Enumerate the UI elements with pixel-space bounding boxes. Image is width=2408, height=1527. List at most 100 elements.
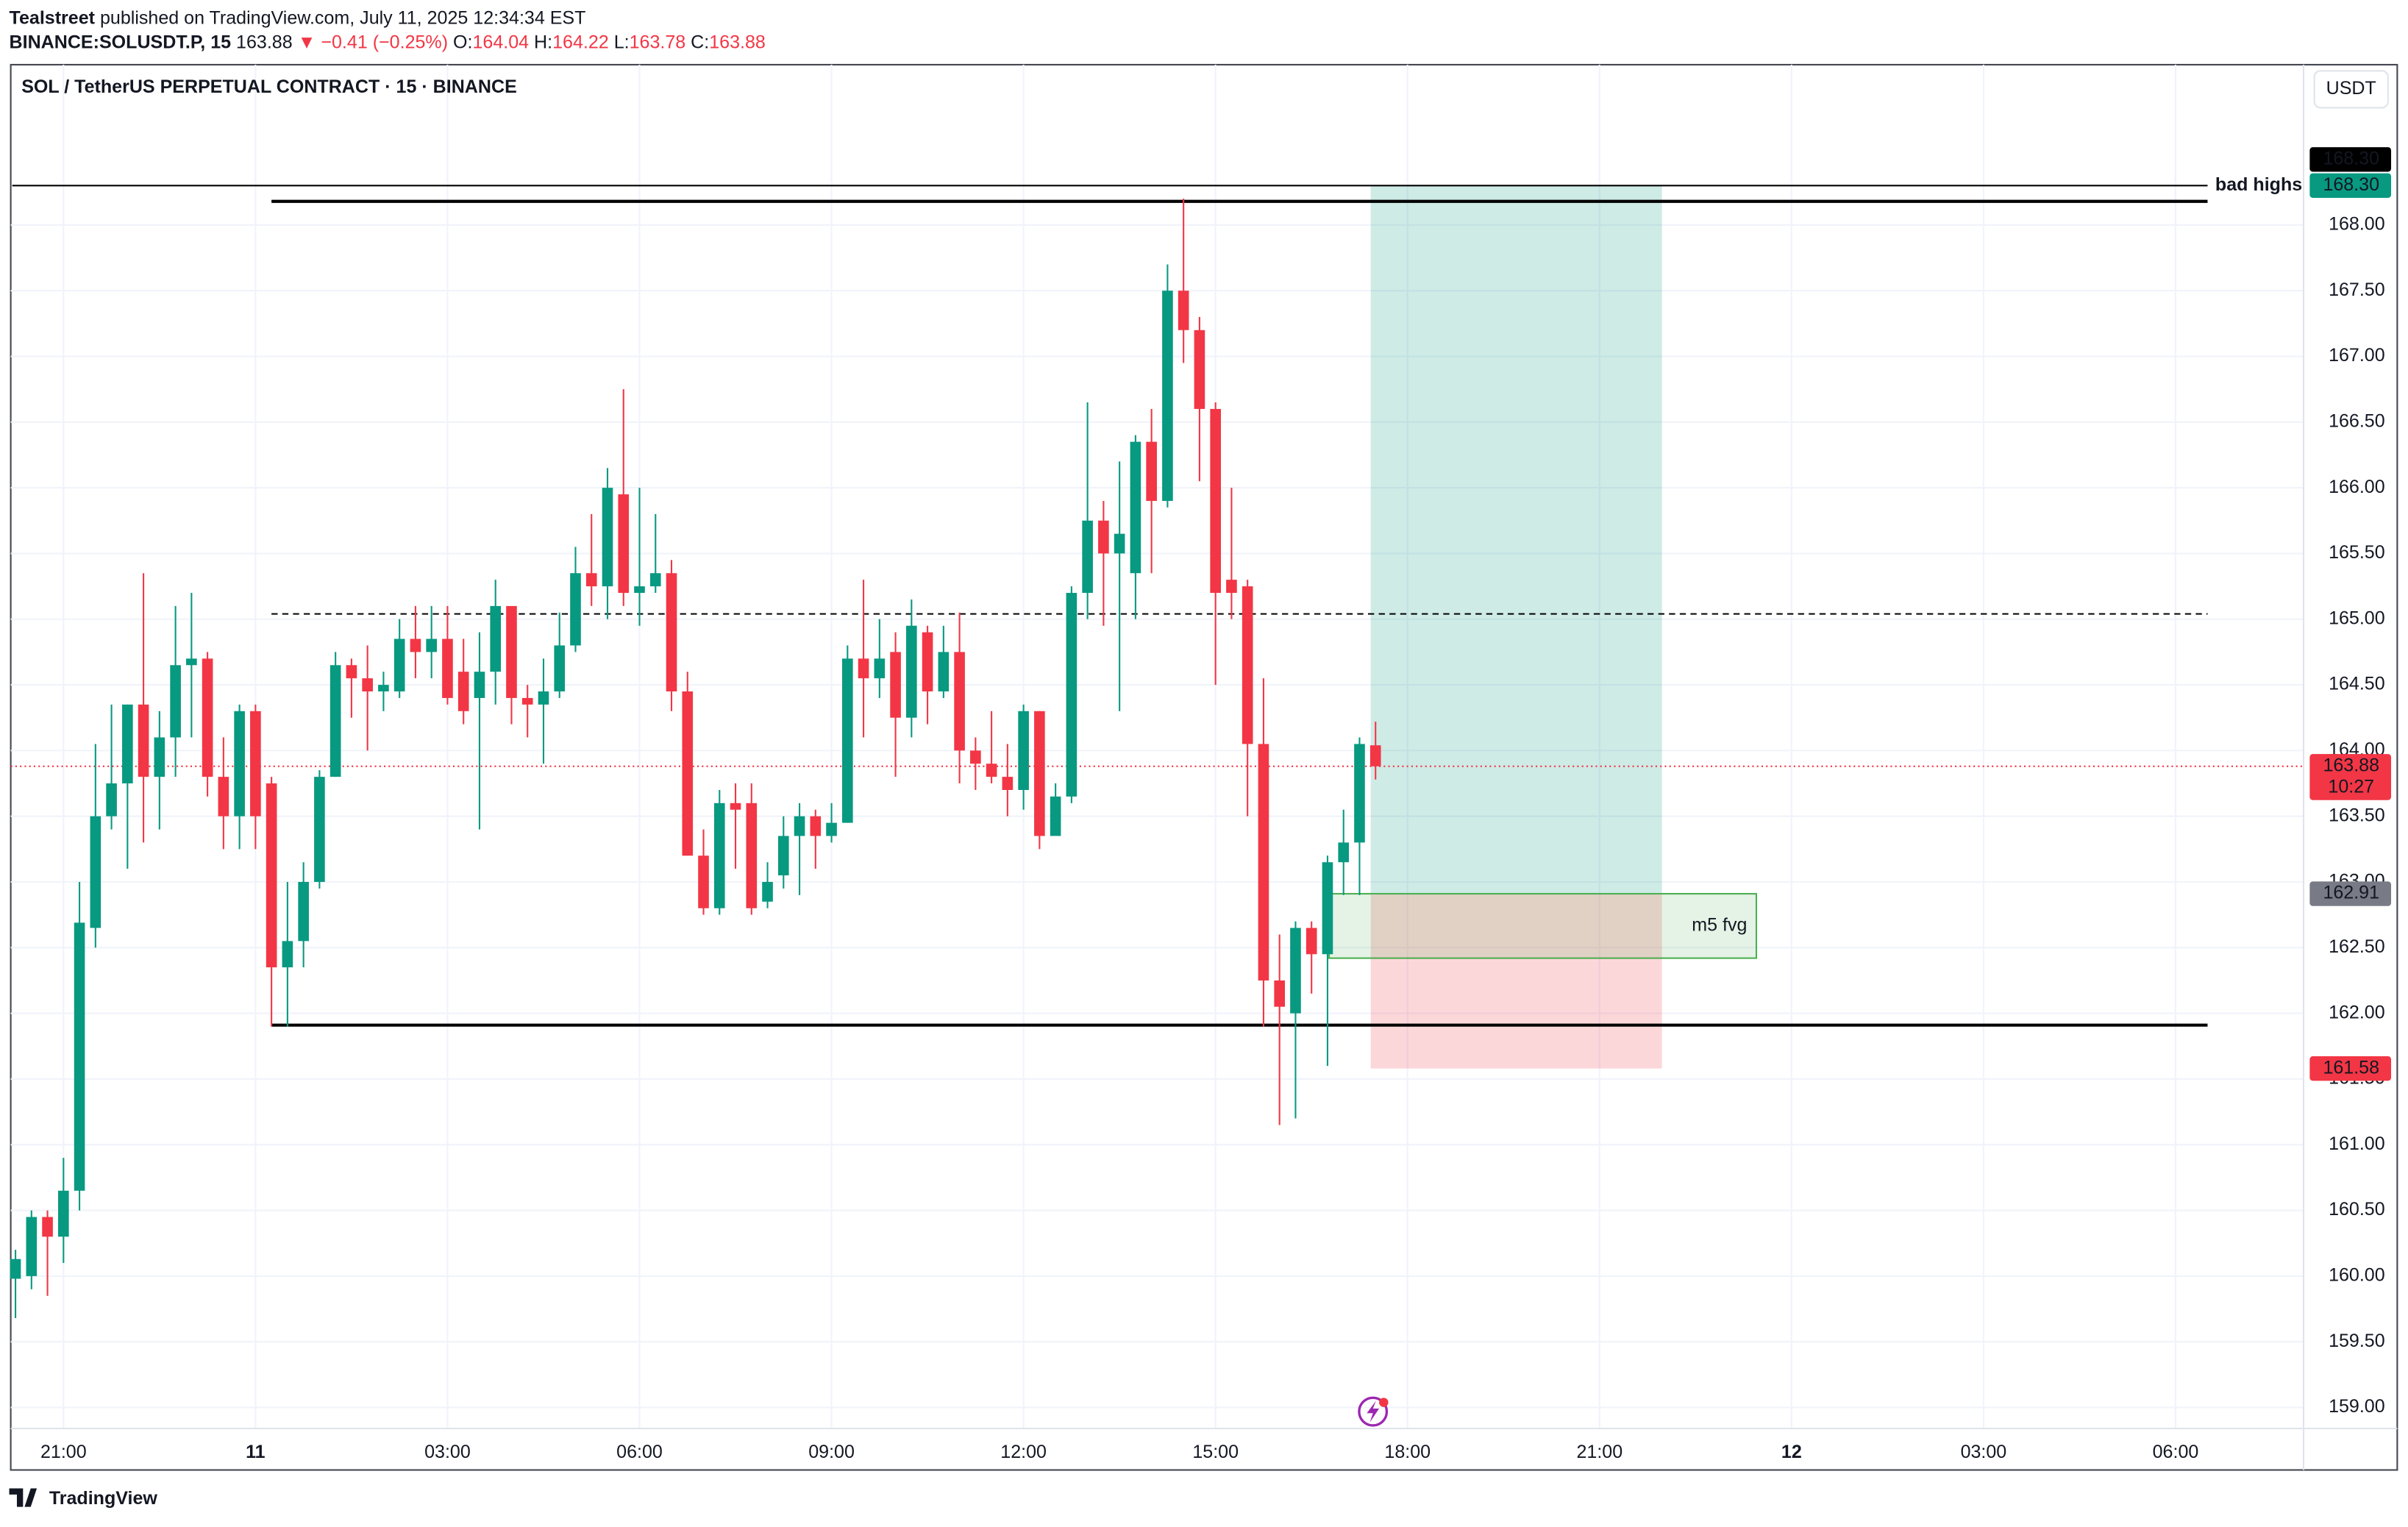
countdown: 10:27: [2328, 777, 2374, 797]
candle-body: [906, 625, 917, 718]
x-tick-label: 09:00: [808, 1442, 855, 1462]
candle-body: [746, 802, 758, 908]
candle-body: [1274, 980, 1286, 1007]
y-tick-label: 166.00: [2329, 477, 2385, 497]
candle-body: [202, 658, 213, 777]
candle-body: [810, 816, 822, 836]
candle-body: [1066, 593, 1077, 797]
currency[interactable]: USDT: [2326, 78, 2376, 99]
price-label-bg: [2309, 173, 2392, 198]
candle-body: [154, 737, 165, 777]
price-label-bg: [2309, 147, 2392, 172]
price-label-bg: [2309, 754, 2392, 800]
candle-body: [506, 605, 517, 698]
l-value: 163.78: [630, 32, 686, 52]
candle-body: [1002, 777, 1014, 790]
candle-body: [393, 638, 405, 692]
candle-body: [938, 652, 950, 692]
candle-body: [762, 882, 773, 902]
candle-body: [10, 1259, 21, 1279]
candle-body: [618, 494, 630, 594]
candle-body: [1226, 580, 1237, 594]
o-value: 164.04: [472, 32, 529, 52]
candle-body: [602, 488, 613, 587]
candle-body: [1354, 744, 1365, 843]
candle-body: [954, 652, 965, 751]
h-value: 164.22: [552, 32, 609, 52]
candle-body: [858, 658, 869, 679]
candle-body: [634, 586, 645, 594]
x-tick-label: 06:00: [2153, 1442, 2199, 1462]
candle-body: [1338, 842, 1350, 863]
candle-body: [138, 704, 149, 777]
x-tick-label: 03:00: [424, 1442, 471, 1462]
candle-body: [1369, 745, 1381, 766]
currency-button[interactable]: [2313, 70, 2389, 109]
candle-body: [1178, 291, 1189, 330]
candle-body: [713, 802, 725, 908]
brand-logo: TradingView: [9, 1488, 158, 1509]
symbol: BINANCE:SOLUSDT.P, 15: [10, 32, 232, 52]
y-tick-label: 166.50: [2329, 410, 2385, 431]
last-price: 163.88: [236, 32, 293, 52]
candle-body: [826, 822, 837, 836]
y-tick-label: 159.50: [2329, 1331, 2385, 1351]
candle-body: [234, 711, 245, 816]
price-label: 168.30: [2323, 148, 2379, 168]
chart-title: SOL / TetherUS PERPETUAL CONTRACT · 15 ·…: [21, 76, 517, 97]
candle-body: [266, 783, 277, 968]
candle-body: [698, 855, 709, 908]
candle-body: [346, 665, 357, 679]
price-label: 168.30: [2323, 174, 2379, 195]
candle-body: [410, 638, 421, 652]
y-tick-label: 162.50: [2329, 936, 2385, 957]
y-tick-label: 161.00: [2329, 1133, 2385, 1154]
candle-body: [1210, 408, 1221, 594]
x-tick-label: 21:00: [40, 1442, 87, 1462]
candle-body: [282, 941, 293, 968]
candle-body: [74, 922, 85, 1191]
price-label: 161.58: [2323, 1057, 2379, 1078]
x-tick-label: 15:00: [1192, 1442, 1239, 1462]
candle-body: [378, 685, 389, 692]
c-value: 163.88: [709, 32, 766, 52]
x-tick-label: 12:00: [1000, 1442, 1047, 1462]
candle-body: [1242, 586, 1253, 744]
candle-body: [122, 704, 133, 784]
price-label: 162.91: [2323, 883, 2379, 903]
candle-body: [106, 783, 117, 816]
candle-body: [1050, 796, 1061, 836]
change: ▼ −0.41 (−0.25%): [298, 32, 448, 52]
o-key: O:: [453, 32, 472, 52]
candle-body: [26, 1217, 38, 1276]
header-line-2: BINANCE:SOLUSDT.P, 15 163.88 ▼ −0.41 (−0…: [10, 32, 766, 52]
candle-body: [330, 665, 341, 777]
candle-body: [218, 777, 229, 816]
x-tick-label: 12: [1781, 1442, 1802, 1462]
candle-body: [874, 658, 886, 679]
y-tick-label: 164.50: [2329, 674, 2385, 694]
candle-body: [554, 645, 566, 692]
price-label: 163.88: [2323, 755, 2379, 775]
h-key: H:: [534, 32, 552, 52]
price-label-bg: [2309, 1056, 2392, 1081]
candle-body: [1162, 291, 1173, 501]
y-tick-label: 165.00: [2329, 608, 2385, 628]
candle-body: [682, 691, 694, 856]
brand: TradingView: [49, 1488, 158, 1509]
candle-body: [442, 638, 453, 698]
alert-icon[interactable]: [1358, 1396, 1389, 1427]
candle-body: [58, 1190, 69, 1237]
chart-layer: m5 fvg bad highs: [10, 64, 2307, 1429]
header-line-1: Tealstreet published on TradingView.com,…: [10, 7, 586, 28]
candle-body: [1305, 928, 1317, 955]
candle-body: [922, 632, 933, 692]
candle-body: [1194, 330, 1205, 409]
candle-body: [314, 777, 325, 883]
published: published on TradingView.com, July 11, 2…: [100, 7, 585, 28]
x-tick-label: 21:00: [1576, 1442, 1622, 1462]
candle-body: [426, 638, 437, 652]
